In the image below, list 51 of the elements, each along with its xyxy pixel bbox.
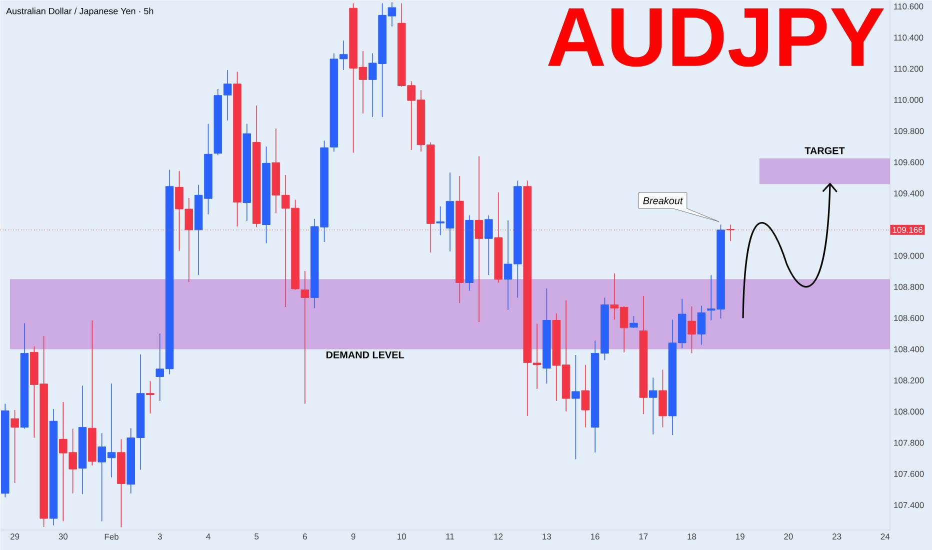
x-tick-label: 18 bbox=[688, 534, 696, 540]
x-tick-label: 3 bbox=[158, 534, 162, 540]
band-label: TARGET bbox=[804, 147, 845, 154]
band-label: DEMAND LEVEL bbox=[326, 351, 404, 358]
y-tick-label: 108.400 bbox=[894, 346, 924, 352]
y-tick-label: 107.600 bbox=[894, 470, 924, 477]
x-tick-label: 24 bbox=[880, 534, 890, 540]
candlestick bbox=[10, 410, 19, 484]
candlestick bbox=[648, 377, 658, 435]
x-tick-label: 9 bbox=[351, 534, 356, 540]
x-tick-label: 17 bbox=[639, 534, 648, 540]
candlestick bbox=[630, 316, 638, 328]
y-tick-label: 108.600 bbox=[894, 315, 924, 322]
y-tick-label: 110.000 bbox=[894, 96, 924, 103]
candlestick bbox=[300, 270, 310, 404]
candlestick bbox=[572, 354, 580, 460]
y-tick-label: 109.400 bbox=[894, 190, 924, 196]
candlestick bbox=[581, 364, 590, 428]
y-tick-label: 107.400 bbox=[894, 502, 924, 508]
text: Australian Dollar / Japanese Yen · 5h bbox=[6, 8, 154, 16]
x-tick-label: 11 bbox=[446, 534, 454, 540]
x-tick-label: 30 bbox=[58, 534, 68, 540]
x-tick-label: 16 bbox=[590, 534, 600, 540]
x-tick-label: 6 bbox=[303, 534, 307, 540]
y-tick-label: 109.600 bbox=[894, 159, 924, 166]
y-tick-label: 107.800 bbox=[894, 440, 924, 446]
x-tick-label: 13 bbox=[542, 534, 552, 540]
y-tick-label: 110.400 bbox=[894, 34, 924, 41]
candlestick bbox=[688, 306, 696, 354]
chart-title: AUDJPY bbox=[548, 8, 884, 67]
y-tick-label: 108.200 bbox=[894, 377, 924, 384]
x-tick-label: 23 bbox=[832, 534, 842, 540]
candlestick bbox=[146, 380, 154, 414]
x-tick-label: Feb bbox=[104, 534, 118, 540]
x-tick-label: 5 bbox=[254, 534, 259, 540]
y-tick-label: 110.600 bbox=[894, 3, 924, 10]
candlestick bbox=[697, 305, 706, 345]
x-tick-label: 29 bbox=[10, 534, 20, 540]
y-tick-label: 110.200 bbox=[894, 66, 924, 72]
y-tick-label: 109.000 bbox=[894, 252, 924, 259]
x-tick-label: 4 bbox=[206, 534, 210, 540]
y-tick-label: 108.000 bbox=[894, 408, 924, 415]
x-tick-label: 10 bbox=[398, 534, 406, 540]
x-tick-label: 20 bbox=[784, 534, 793, 540]
annotation: Breakout bbox=[643, 196, 684, 204]
y-tick-label: 108.800 bbox=[894, 284, 924, 290]
y-tick-label: 109.800 bbox=[894, 128, 924, 134]
x-tick-label: 12 bbox=[494, 534, 503, 540]
ref-line-label: 109.166 bbox=[892, 226, 922, 233]
candlestick bbox=[484, 214, 493, 276]
x-tick-label: 19 bbox=[736, 534, 744, 540]
